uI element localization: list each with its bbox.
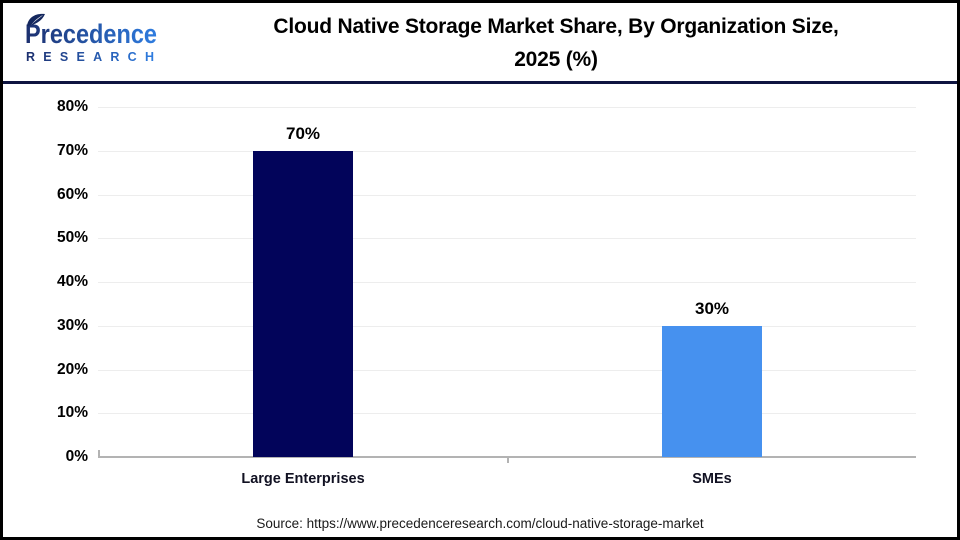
- bar-chart: 0% 10% 20% 30% 40% 50% 60% 70% 80% 70% Large Enter…: [3, 84, 957, 513]
- bar-large-enterprises: [253, 151, 353, 457]
- logo-graphic: Precedence RESEARCH: [25, 13, 157, 64]
- gridline: [98, 326, 916, 327]
- gridline: [98, 238, 916, 239]
- source-citation: Source: https://www.precedenceresearch.c…: [256, 516, 704, 531]
- chart-title-line1: Cloud Native Storage Market Share, By Or…: [273, 15, 839, 38]
- y-axis-tick-label: 0%: [65, 448, 88, 465]
- logo-wordmark: Precedence: [25, 19, 157, 49]
- header-divider: [3, 81, 957, 84]
- y-axis-tick-label: 70%: [56, 142, 88, 159]
- bar-smes: [662, 326, 762, 457]
- y-axis-tick-label: 60%: [56, 186, 88, 203]
- chart-title: Cloud Native Storage Market Share, By Or…: [163, 10, 949, 76]
- gridline: [98, 107, 916, 108]
- y-axis-tick-label: 30%: [56, 317, 88, 334]
- bar-value-label: 30%: [694, 299, 730, 318]
- precedence-research-logo: Precedence RESEARCH: [23, 13, 163, 74]
- axis-tick: [507, 457, 509, 463]
- logo-leaf-highlight: [31, 15, 43, 25]
- x-axis-category-label: Large Enterprises: [241, 471, 365, 487]
- gridline: [98, 413, 916, 414]
- y-axis-tick-label: 80%: [56, 98, 88, 115]
- gridline: [98, 151, 916, 152]
- chart-title-line2: 2025 (%): [514, 48, 598, 71]
- y-axis-tick-label: 40%: [56, 273, 88, 290]
- logo-subtitle: RESEARCH: [26, 50, 154, 64]
- gridline: [98, 195, 916, 196]
- x-axis-category-label: SMEs: [692, 471, 732, 487]
- bar-value-label: 70%: [285, 124, 321, 143]
- gridline: [98, 282, 916, 283]
- y-axis-tick-label: 20%: [56, 361, 88, 378]
- axis-tick: [98, 450, 100, 456]
- y-axis-tick-label: 10%: [56, 404, 88, 421]
- y-axis-tick-label: 50%: [56, 229, 88, 246]
- gridline: [98, 370, 916, 371]
- header: Precedence RESEARCH Cloud Native Storage…: [3, 3, 957, 81]
